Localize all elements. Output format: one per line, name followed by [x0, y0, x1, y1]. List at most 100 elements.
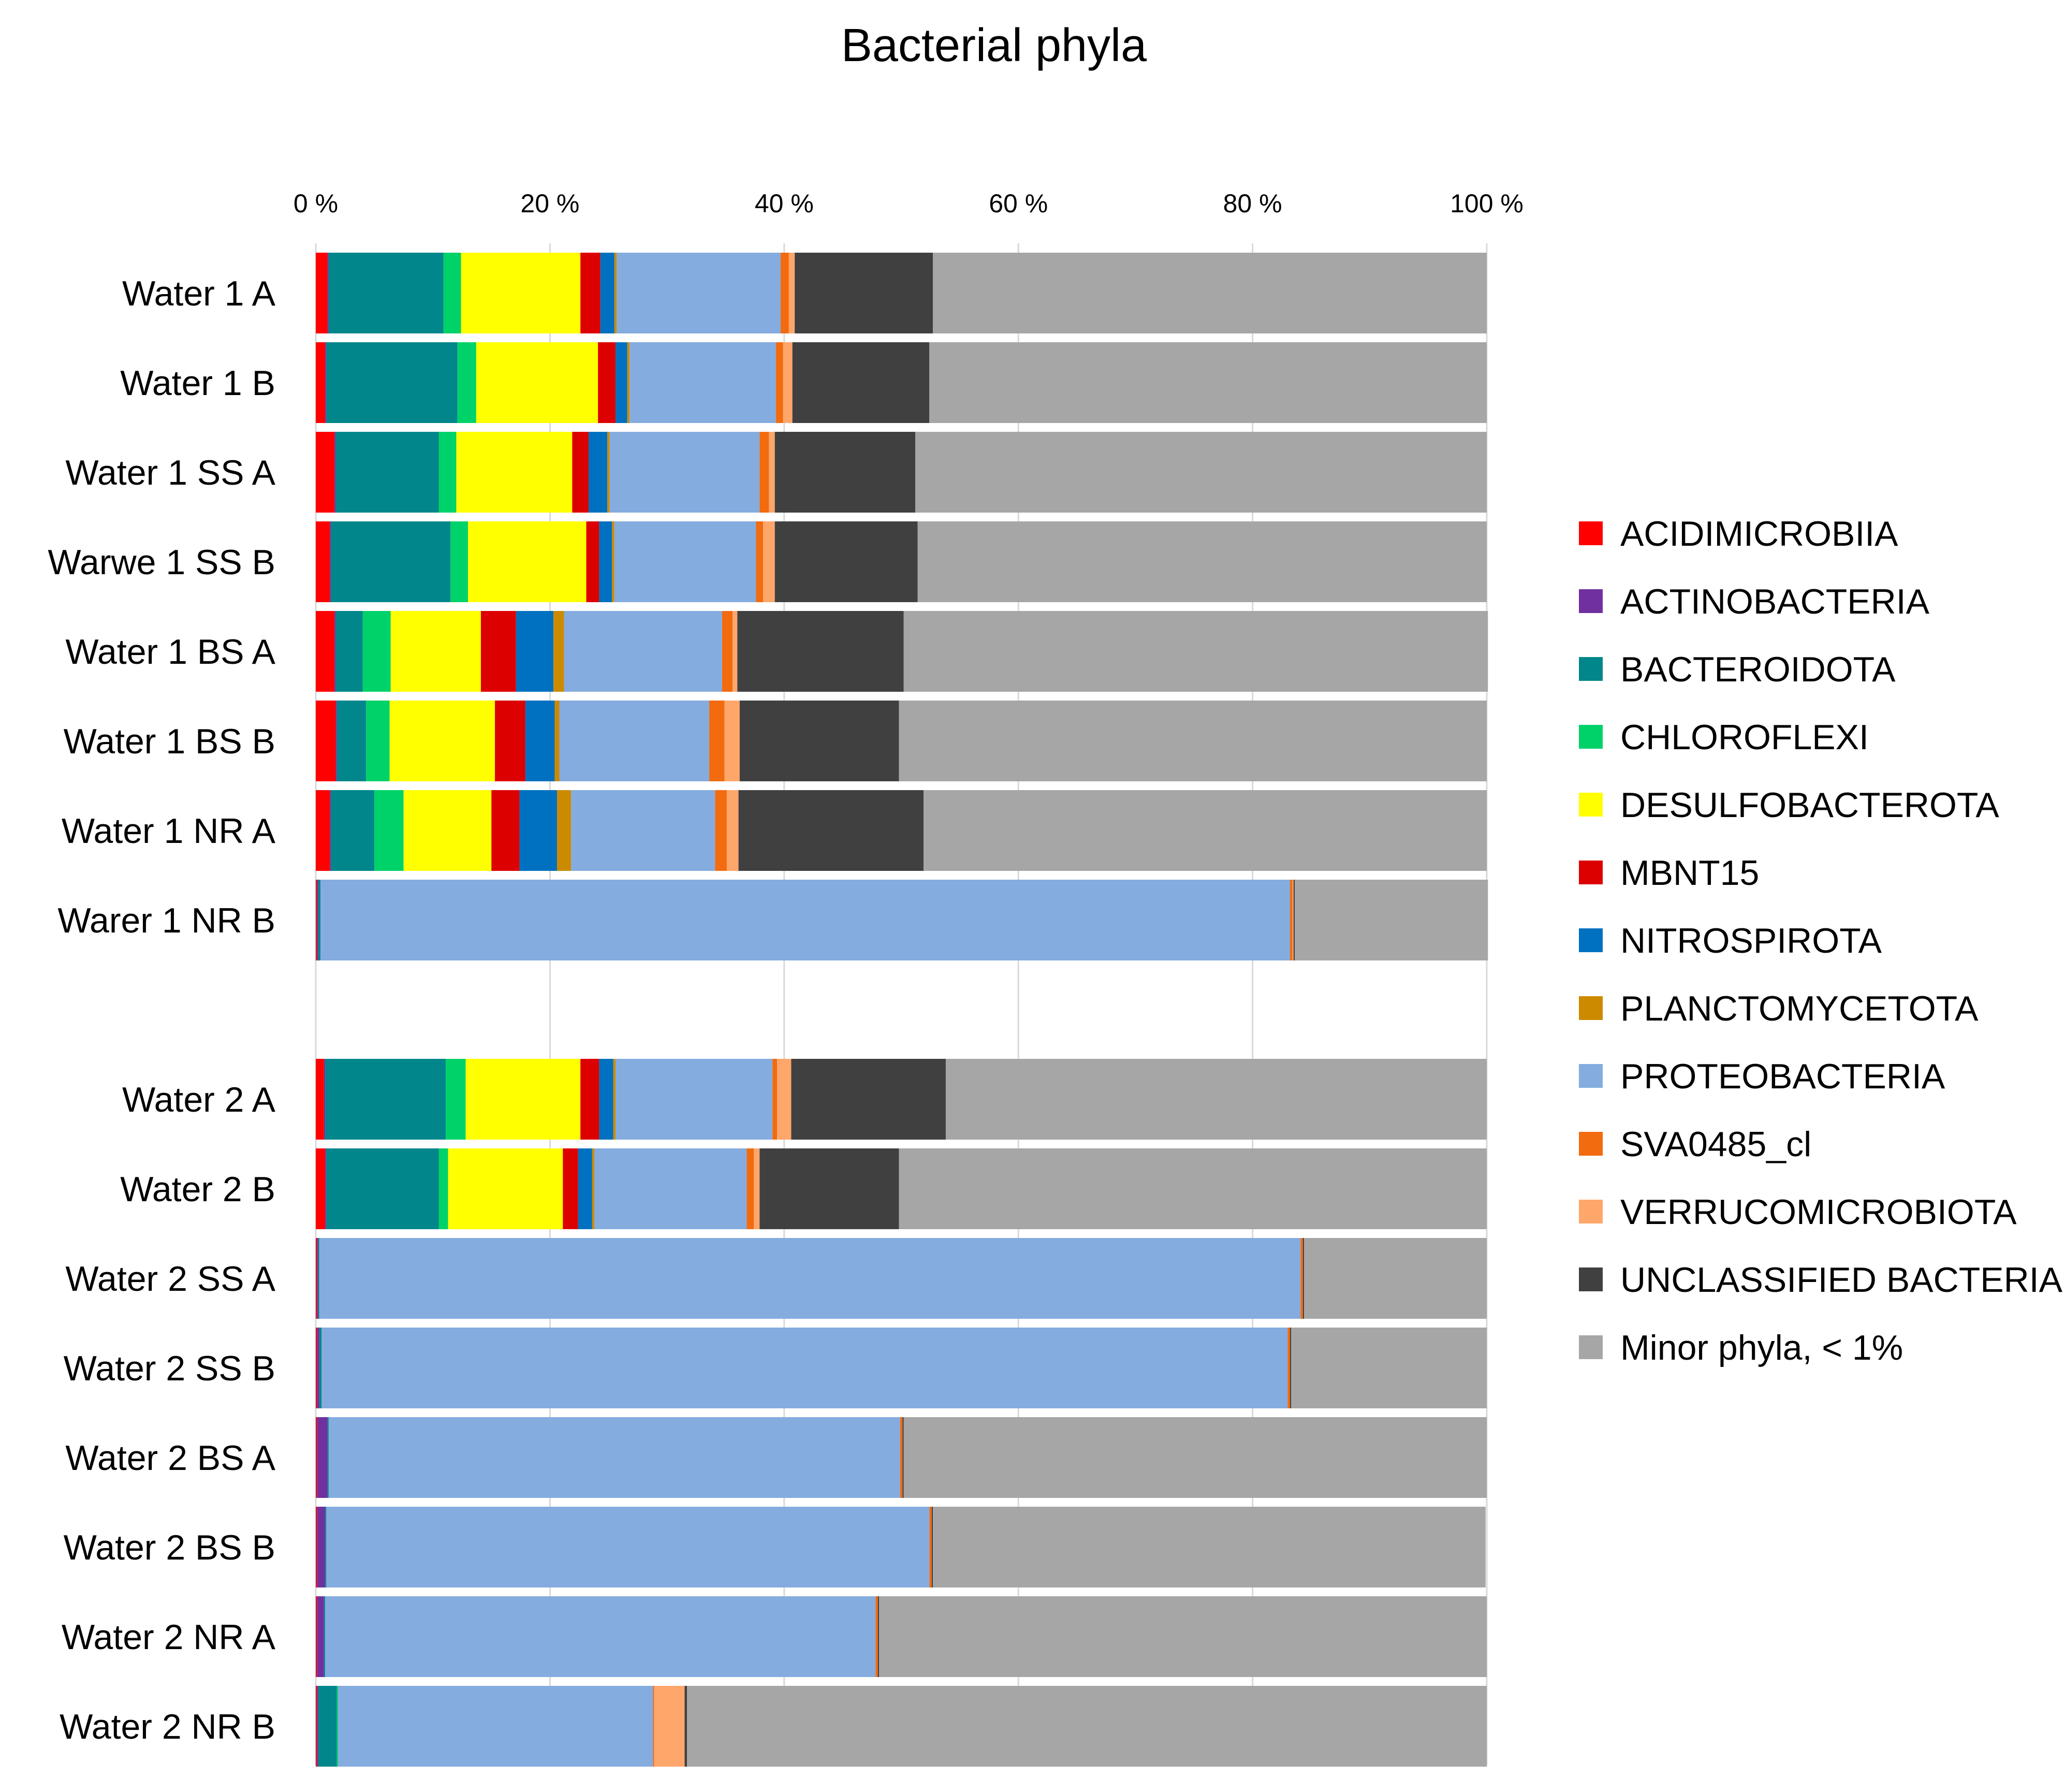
- legend-swatch: [1579, 861, 1603, 884]
- bar-stack-water-1-bs-b: [316, 701, 1487, 781]
- legend-label: NITROSPIROTA: [1620, 921, 1882, 960]
- bar-segment-planctomycetota: [614, 253, 617, 333]
- bar-stack-water-1-b: [316, 342, 1487, 423]
- bar-segment-mbnt15: [580, 1059, 599, 1140]
- bar-stack-water-2-a: [316, 1059, 1487, 1140]
- bar-segment-desulfobacterota: [476, 342, 598, 423]
- bar-segment-sva0485-cl: [759, 432, 769, 513]
- bar-segment-desulfobacterota: [456, 432, 573, 513]
- legend-label: CHLOROFLEXI: [1620, 718, 1869, 757]
- bar-segment-minor-phyla-1: [933, 1507, 1486, 1587]
- category-label: Warer 1 NR B: [57, 901, 275, 940]
- bar-segment-acidimicrobiia: [316, 253, 328, 333]
- x-tick-label: 80 %: [1223, 189, 1282, 218]
- bar-segment-mbnt15: [563, 1148, 578, 1229]
- bar-segment-proteobacteria: [326, 1507, 930, 1587]
- bar-segment-nitrospirota: [599, 1059, 613, 1140]
- bar-segment-chloroflexi: [446, 1059, 466, 1140]
- bar-segment-bacteroidota: [324, 1596, 326, 1677]
- bar-segment-bacteroidota: [325, 1507, 327, 1587]
- legend-swatch: [1579, 657, 1603, 681]
- bar-segment-proteobacteria: [321, 1328, 1288, 1408]
- bar-segment-mbnt15: [586, 521, 599, 602]
- bar-segment-acidimicrobiia: [316, 1059, 324, 1140]
- x-tick-label: 20 %: [520, 189, 579, 218]
- bar-segment-minor-phyla-1: [1295, 880, 1488, 960]
- category-label: Water 2 SS A: [65, 1259, 275, 1299]
- bar-segment-verrucomicrobiota: [1292, 880, 1294, 960]
- category-label: Water 1 B: [120, 363, 275, 403]
- bar-segment-planctomycetota: [556, 790, 572, 871]
- bar-segment-chloroflexi: [438, 1148, 448, 1229]
- category-label: Water 2 SS B: [64, 1349, 275, 1388]
- bar-segment-unclassified-bacteria: [877, 1596, 880, 1677]
- bar-segment-actinobacteria: [324, 1059, 326, 1140]
- legend-label: MBNT15: [1620, 853, 1759, 893]
- bar-segment-planctomycetota: [613, 1059, 616, 1140]
- bar-segment-acidimicrobiia: [316, 342, 326, 423]
- bar-segment-planctomycetota: [592, 1148, 595, 1229]
- bar-segment-sva0485-cl: [1300, 1238, 1303, 1319]
- bar-segment-actinobacteria: [330, 790, 331, 871]
- bar-segment-acidimicrobiia: [316, 880, 317, 960]
- bar-segment-planctomycetota: [554, 701, 560, 781]
- bar-segment-nitrospirota: [589, 432, 608, 513]
- bar-segment-sva0485-cl: [722, 611, 733, 692]
- bar-segment-chloroflexi: [457, 342, 476, 423]
- bar-segment-bacteroidota: [326, 342, 458, 423]
- bar-segment-unclassified-bacteria: [792, 342, 930, 423]
- bar-segment-sva0485-cl: [775, 342, 783, 423]
- bar-stack-water-2-nr-a: [316, 1596, 1487, 1677]
- bar-segment-bacteroidota: [318, 880, 321, 960]
- bar-segment-minor-phyla-1: [945, 1059, 1487, 1140]
- legend-label: BACTEROIDOTA: [1620, 650, 1896, 689]
- bar-segment-minor-phyla-1: [1304, 1238, 1487, 1319]
- bar-segment-acidimicrobiia: [316, 521, 330, 602]
- bar-segment-nitrospirota: [600, 253, 614, 333]
- bar-segment-acidimicrobiia: [316, 701, 336, 781]
- legend-item-planctomycetota: PLANCTOMYCETOTA: [1579, 989, 1979, 1028]
- bar-segment-mbnt15: [572, 432, 589, 513]
- bar-segment-unclassified-bacteria: [1293, 880, 1295, 960]
- bar-segment-bacteroidota: [319, 1328, 322, 1408]
- bar-stack-water-1-a: [316, 253, 1487, 333]
- bar-stack-warer-1-nr-b: [316, 880, 1488, 960]
- bar-segment-proteobacteria: [629, 342, 776, 423]
- bar-stacks: [316, 253, 1488, 1767]
- bar-segment-minor-phyla-1: [899, 1148, 1487, 1229]
- bar-segment-chloroflexi: [450, 521, 468, 602]
- bar-segment-proteobacteria: [325, 1596, 876, 1677]
- bar-segment-mbnt15: [491, 790, 520, 871]
- bar-segment-mbnt15: [580, 253, 601, 333]
- bar-segment-proteobacteria: [320, 880, 1290, 960]
- bar-segment-minor-phyla-1: [933, 253, 1487, 333]
- bar-segment-verrucomicrobiota: [733, 611, 738, 692]
- bar-segment-chloroflexi: [374, 790, 404, 871]
- bar-segment-verrucomicrobiota: [788, 253, 795, 333]
- legend: ACIDIMICROBIIA ACTINOBACTERIA BACTEROIDOTA…: [1579, 514, 2063, 1367]
- bar-segment-actinobacteria: [330, 521, 331, 602]
- category-label: Water 2 NR A: [62, 1618, 276, 1657]
- bar-segment-acidimicrobiia: [316, 1686, 317, 1767]
- bar-segment-acidimicrobiia: [316, 1328, 317, 1408]
- legend-label: PLANCTOMYCETOTA: [1620, 989, 1979, 1028]
- bar-segment-unclassified-bacteria: [738, 790, 924, 871]
- bar-segment-bacteroidota: [331, 790, 375, 871]
- bar-segment-sva0485-cl: [1287, 1328, 1290, 1408]
- bar-stack-water-2-b: [316, 1148, 1487, 1229]
- bar-segment-unclassified-bacteria: [774, 432, 916, 513]
- bar-segment-minor-phyla-1: [923, 790, 1487, 871]
- category-label: Water 2 BS B: [64, 1528, 275, 1567]
- bar-segment-mbnt15: [598, 342, 616, 423]
- bar-segment-desulfobacterota: [461, 253, 581, 333]
- bar-segment-unclassified-bacteria: [931, 1507, 933, 1587]
- category-label: Water 2 B: [120, 1170, 275, 1209]
- bar-segment-proteobacteria: [559, 701, 710, 781]
- bar-segment-bacteroidota: [335, 611, 363, 692]
- x-axis-tick-labels: 0 % 20 % 40 % 60 % 80 % 100 %: [294, 189, 1524, 218]
- bar-segment-desulfobacterota: [403, 790, 492, 871]
- legend-swatch: [1579, 589, 1603, 613]
- bar-segment-sva0485-cl: [746, 1148, 754, 1229]
- bar-segment-bacteroidota: [336, 701, 367, 781]
- bar-segment-minor-phyla-1: [879, 1596, 1487, 1677]
